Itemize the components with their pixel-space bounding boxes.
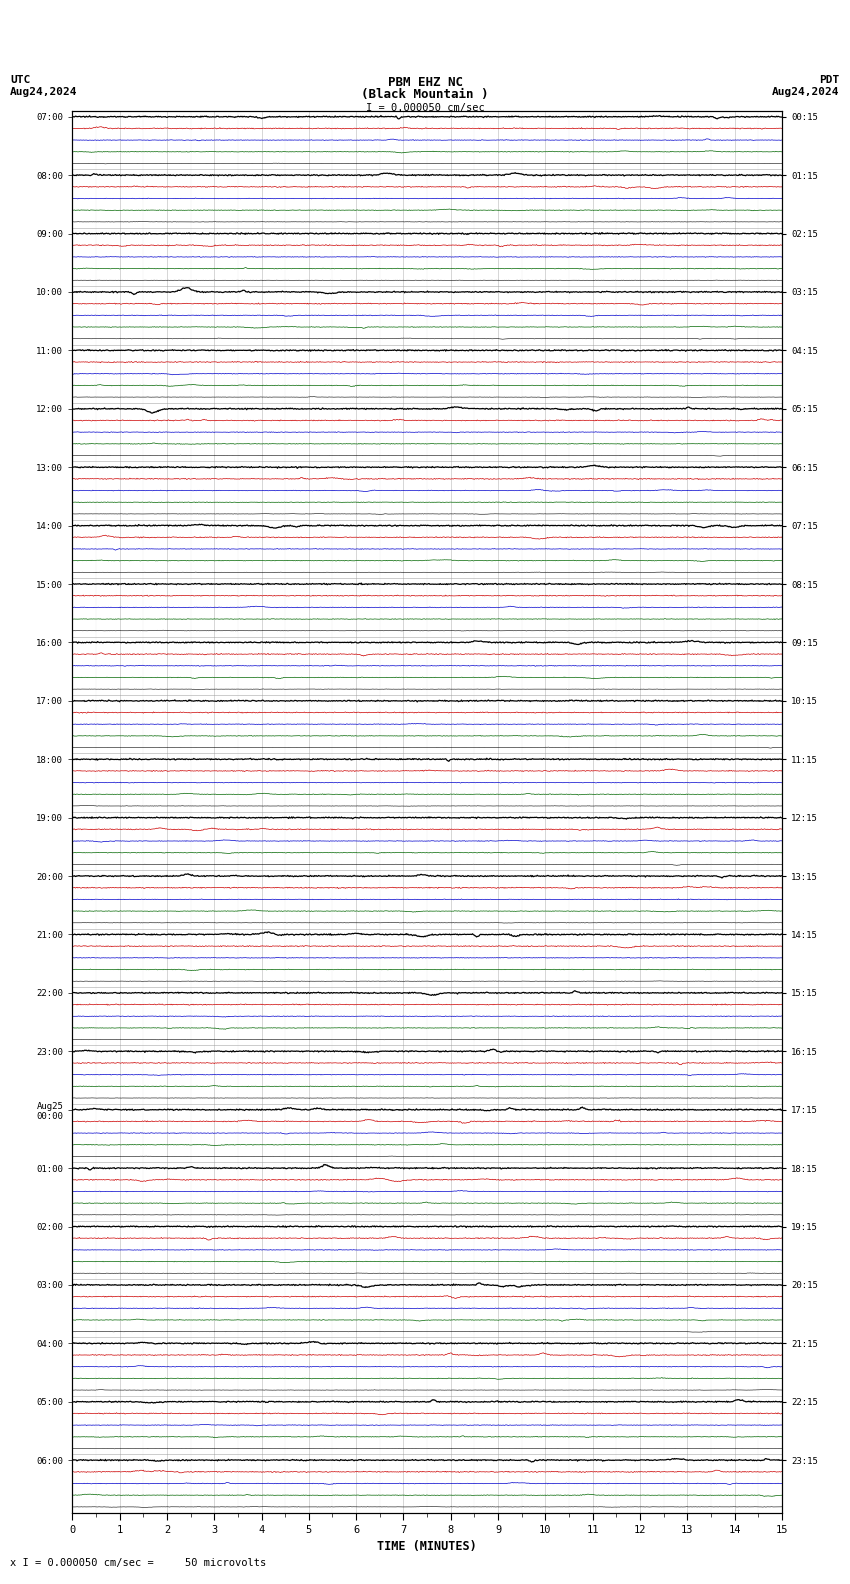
Text: (Black Mountain ): (Black Mountain ) bbox=[361, 89, 489, 101]
Text: Aug24,2024: Aug24,2024 bbox=[773, 87, 840, 97]
Text: I = 0.000050 cm/sec: I = 0.000050 cm/sec bbox=[366, 103, 484, 114]
Text: PDT: PDT bbox=[819, 74, 840, 84]
Text: UTC: UTC bbox=[10, 74, 31, 84]
X-axis label: TIME (MINUTES): TIME (MINUTES) bbox=[377, 1540, 477, 1552]
Text: x I = 0.000050 cm/sec =     50 microvolts: x I = 0.000050 cm/sec = 50 microvolts bbox=[10, 1559, 266, 1568]
Text: PBM EHZ NC: PBM EHZ NC bbox=[388, 76, 462, 89]
Text: Aug24,2024: Aug24,2024 bbox=[10, 87, 77, 97]
